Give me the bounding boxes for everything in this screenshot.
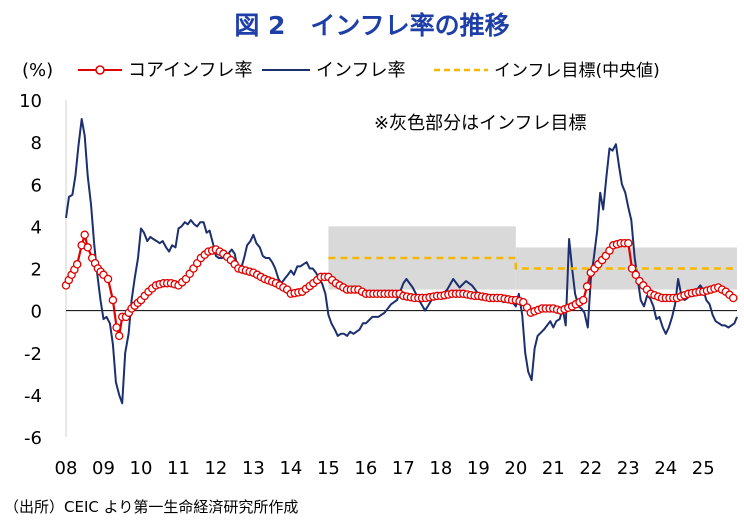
- y-tick-label: 0: [31, 302, 42, 323]
- x-tick-label: 21: [542, 458, 565, 479]
- y-tick-label: 4: [31, 217, 42, 238]
- x-tick-label: 14: [279, 458, 302, 479]
- y-tick-label: 8: [31, 133, 42, 154]
- core-point-marker: [627, 264, 637, 273]
- x-tick-labels: 08 09 10 11 12 13 14 15 16 17 18 19 20 21 22 23 24 25: [55, 458, 715, 479]
- x-tick-label: 17: [392, 458, 415, 479]
- core-point-marker: [624, 238, 633, 248]
- x-tick-label: 09: [92, 458, 115, 479]
- legend-core-label: コアインフレ率: [128, 60, 253, 81]
- y-tick-label: -6: [24, 428, 42, 449]
- x-tick-label: 24: [654, 458, 677, 479]
- legend-headline-label: インフレ率: [316, 60, 405, 81]
- inflation-target-line: [328, 256, 737, 270]
- core-point-marker: [72, 260, 82, 269]
- legend-target-label: インフレ目標(中央値): [494, 61, 660, 81]
- y-tick-label: -2: [24, 344, 42, 365]
- y-tick-labels: -6 -4 -2 0 2 4 6 8 10: [19, 91, 42, 449]
- legend: (%) コアインフレ率 インフレ率 インフレ目標(中央値): [22, 60, 660, 81]
- x-tick-label: 16: [354, 458, 377, 479]
- x-tick-label: 13: [242, 458, 265, 479]
- core-point-marker: [582, 282, 592, 291]
- x-tick-label: 23: [617, 458, 640, 479]
- core-point-marker: [114, 331, 124, 341]
- core-markers: [61, 230, 738, 341]
- x-tick-label: 20: [504, 458, 527, 479]
- headline-inflation-line: [65, 118, 738, 405]
- x-tick-label: 12: [204, 458, 227, 479]
- chart-axes: [65, 100, 737, 437]
- core-point-marker: [729, 293, 738, 303]
- x-tick-label: 19: [467, 458, 490, 479]
- x-tick-label: 15: [317, 458, 340, 479]
- core-point-marker: [108, 295, 118, 305]
- core-point-marker: [631, 270, 641, 280]
- y-tick-label: 6: [31, 175, 42, 196]
- core-point-marker: [579, 295, 588, 305]
- chart-title: 図 2 インフレ率の推移: [234, 11, 510, 40]
- x-tick-label: 18: [429, 458, 452, 479]
- x-tick-label: 10: [130, 458, 153, 479]
- legend-core-swatch-marker: [95, 65, 105, 75]
- x-tick-label: 25: [692, 458, 715, 479]
- y-tick-label: 2: [31, 260, 42, 281]
- core-point-marker: [83, 243, 92, 252]
- y-tick-label: 10: [19, 91, 42, 112]
- y-tick-label: -4: [24, 386, 42, 407]
- band-annotation: ※灰色部分はインフレ目標: [374, 113, 587, 134]
- y-unit-label: (%): [22, 60, 53, 81]
- core-point-marker: [80, 230, 89, 240]
- x-tick-label: 08: [55, 458, 78, 479]
- core-point-marker: [112, 323, 121, 332]
- source-note: （出所）CEIC より第一生命経済研究所作成: [4, 498, 299, 516]
- x-tick-label: 11: [167, 458, 190, 479]
- core-point-marker: [103, 274, 113, 284]
- x-tick-label: 22: [579, 458, 602, 479]
